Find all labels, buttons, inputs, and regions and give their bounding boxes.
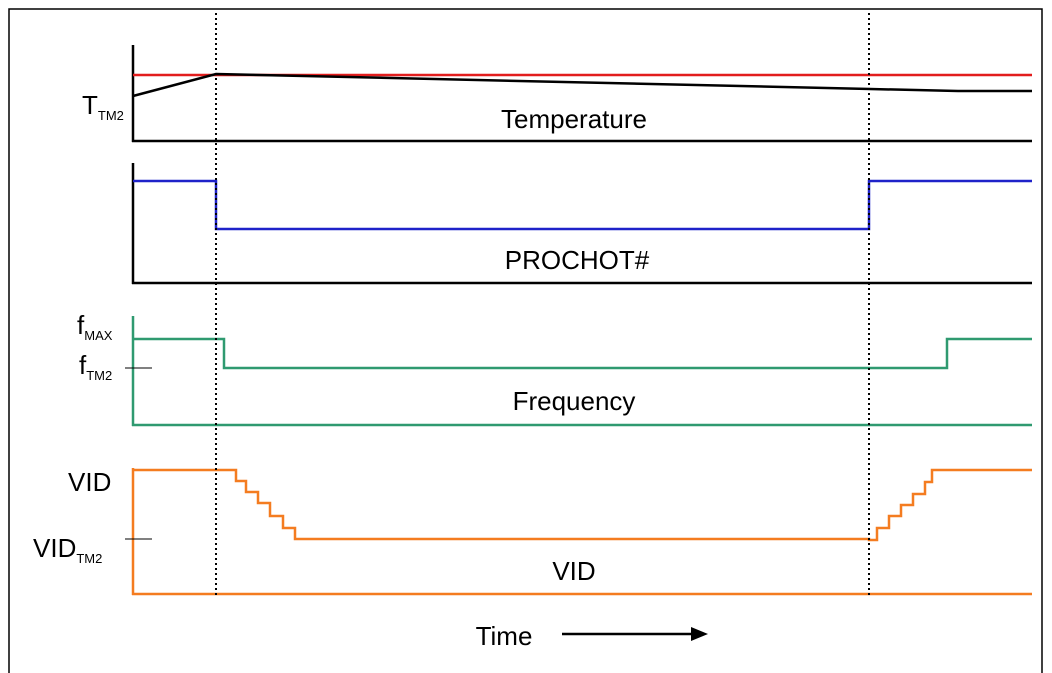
vid-tm2-label: VIDTM2 [33, 533, 102, 566]
time-label: Time [476, 621, 533, 651]
ftm2-label: fTM2 [79, 350, 112, 383]
fmax-label: fMAX [77, 310, 113, 343]
prochot-panel: PROCHOT# [131, 163, 1032, 285]
t-tm2-label: TTM2 [82, 90, 124, 123]
temperature-curve [132, 72, 1032, 98]
vid-panel-label: VID [552, 556, 595, 586]
vid-signal [133, 468, 1032, 542]
frequency-panel: fMAX fTM2 Frequency [77, 310, 1032, 427]
vid-level-label: VID [68, 467, 111, 497]
vid-panel: VID VIDTM2 VID [33, 467, 1032, 596]
figure-border [8, 8, 1043, 673]
frequency-label: Frequency [513, 386, 636, 416]
prochot-signal [133, 179, 1032, 231]
time-axis: Time [476, 621, 708, 651]
time-arrow-head [691, 627, 708, 641]
frequency-signal [133, 337, 1032, 370]
prochot-label: PROCHOT# [505, 245, 650, 275]
temperature-panel: TTM2 Temperature [82, 45, 1032, 143]
temperature-label: Temperature [501, 104, 647, 134]
